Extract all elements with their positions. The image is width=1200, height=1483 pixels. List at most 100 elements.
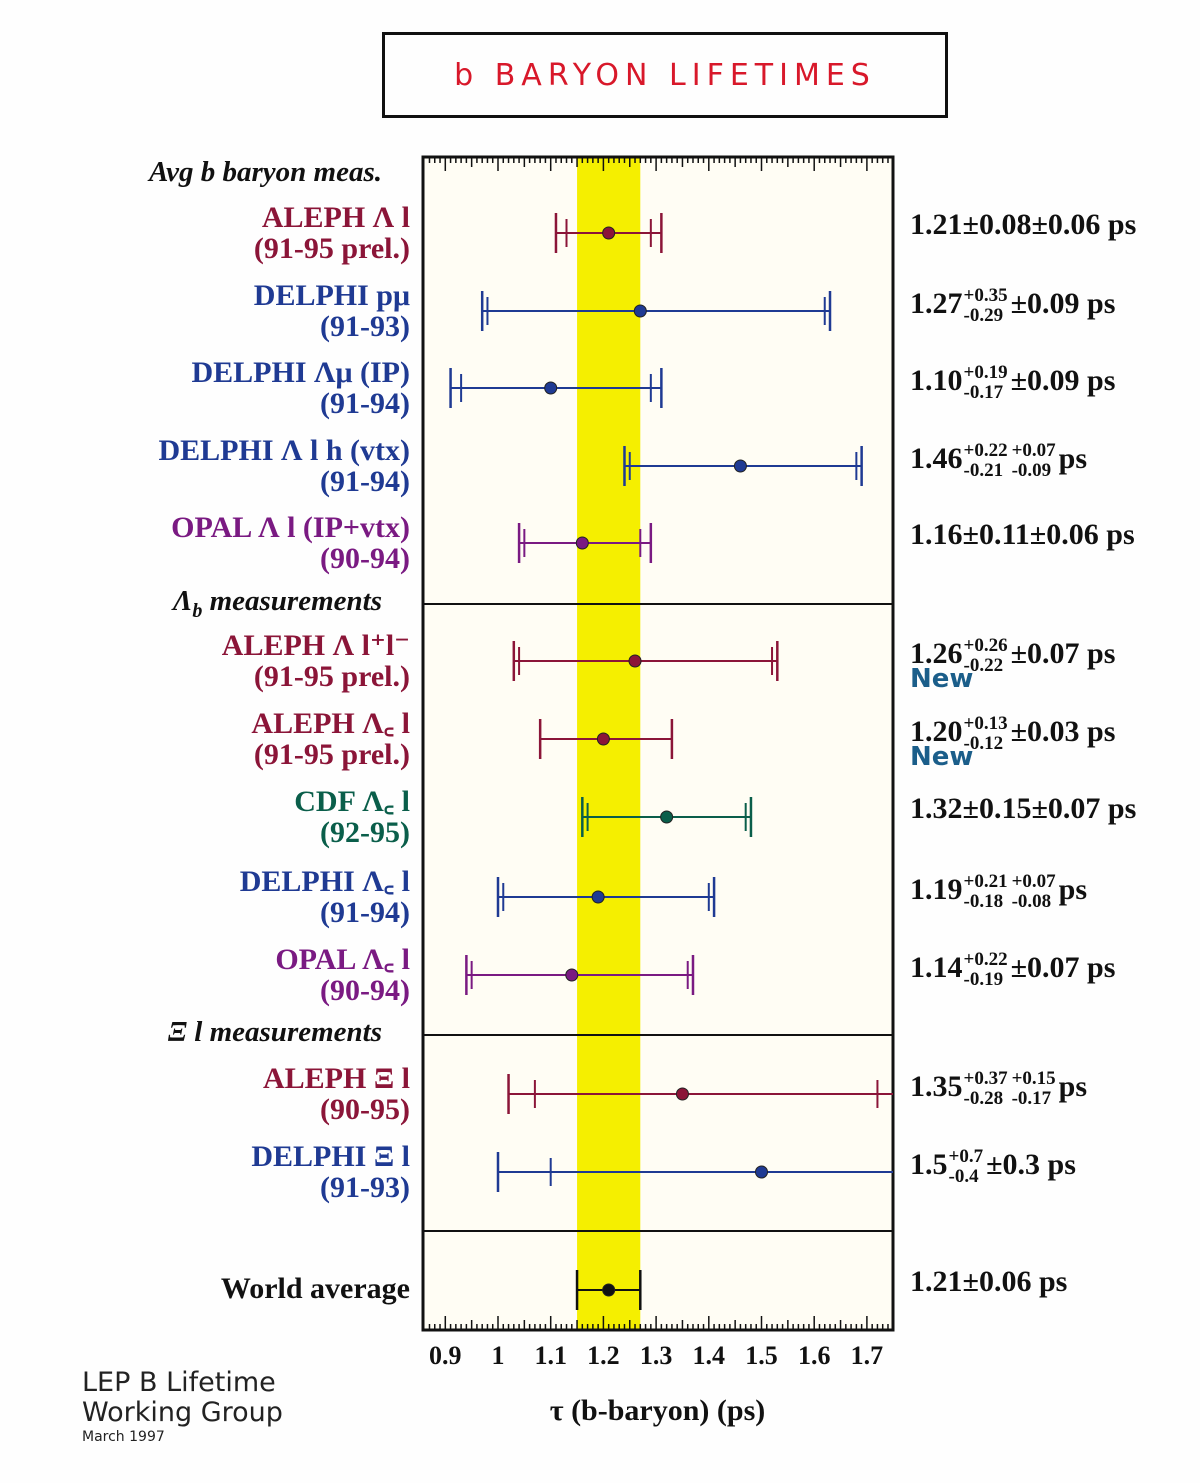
data-point [628, 654, 642, 668]
measurement-label: ALEPH Ξ l (90-95) [0, 1063, 410, 1125]
measurement-label: OPAL Λ꜀ l (90-94) [0, 944, 410, 1006]
value-stat-error: +0.37 -0.28 [963, 1068, 1008, 1109]
experiment-period: (91-95 prel.) [253, 660, 410, 693]
data-point [596, 732, 610, 746]
value-central: 1.20 [910, 714, 963, 748]
value-central: 1.21±0.06 ps [910, 1265, 1068, 1298]
experiment-period: (91-94) [320, 896, 410, 929]
average-band [577, 157, 641, 1330]
experiment-name: DELPHI Ξ l [251, 1140, 410, 1173]
value-syst-error: +0.15 -0.17 [1011, 1068, 1056, 1109]
value-stat-error: +0.7 -0.4 [948, 1146, 984, 1187]
measurement-value: 1.20 +0.13 -0.12 ±0.03 ps [910, 714, 1115, 754]
value-tail: ±0.3 ps [986, 1147, 1076, 1181]
measurement-value: 1.32±0.15±0.07 ps [910, 792, 1136, 826]
measurement-value: 1.19 +0.21 -0.18 +0.07 -0.08 ps [910, 872, 1087, 912]
value-syst-error: +0.07 -0.08 [1011, 871, 1056, 912]
value-tail: ±0.09 ps [1010, 363, 1116, 397]
value-central: 1.21±0.08±0.06 ps [910, 208, 1137, 241]
value-stat-error: +0.26 -0.22 [963, 635, 1008, 676]
value-syst-error: +0.07 -0.09 [1011, 440, 1056, 481]
measurement-label: DELPHI Λ l h (vtx) (91-94) [0, 435, 410, 497]
measurement-label: CDF Λ꜀ l (92-95) [0, 786, 410, 848]
section-header: Avg b baryon meas. [0, 156, 382, 189]
experiment-name: World average [220, 1272, 410, 1305]
measurement-label: OPAL Λ l (IP+vtx) (90-94) [0, 512, 410, 574]
experiment-period: (92-95) [320, 816, 410, 849]
data-point [675, 1087, 689, 1101]
x-tick-label: 1.4 [693, 1341, 726, 1370]
measurement-label: DELPHI Λ꜀ l (91-94) [0, 866, 410, 928]
experiment-period: (91-95 prel.) [253, 738, 410, 771]
experiment-period: (91-94) [320, 465, 410, 498]
measurement-label: World average [0, 1273, 410, 1304]
data-point [602, 1283, 616, 1297]
experiment-name: ALEPH Λ l⁺l⁻ [221, 629, 410, 662]
value-central: 1.26 [910, 636, 963, 670]
measurement-label: DELPHI pμ (91-93) [0, 280, 410, 342]
value-tail: ps [1058, 872, 1088, 906]
data-point [660, 810, 674, 824]
x-tick-label: 1.3 [640, 1341, 673, 1370]
value-tail: ±0.09 ps [1010, 286, 1116, 320]
value-central: 1.19 [910, 872, 963, 906]
new-badge: New [910, 664, 974, 694]
experiment-name: ALEPH Ξ l [263, 1062, 410, 1095]
data-point [565, 968, 579, 982]
measurement-value: 1.14 +0.22 -0.19 ±0.07 ps [910, 950, 1115, 990]
value-stat-error: +0.22 -0.21 [963, 440, 1008, 481]
x-tick-label: 1.2 [587, 1341, 620, 1370]
measurement-value: 1.27 +0.35 -0.29 ±0.09 ps [910, 286, 1115, 326]
value-stat-error: +0.21 -0.18 [963, 871, 1008, 912]
value-stat-error: +0.19 -0.17 [963, 362, 1008, 403]
value-stat-error: +0.13 -0.12 [963, 713, 1008, 754]
experiment-name: DELPHI Λ l h (vtx) [158, 434, 410, 467]
value-central: 1.10 [910, 363, 963, 397]
experiment-name: DELPHI pμ [253, 279, 410, 312]
plot-frame [421, 155, 895, 1332]
measurement-value: 1.10 +0.19 -0.17 ±0.09 ps [910, 363, 1115, 403]
section-header-sub: b [192, 599, 203, 622]
new-badge: New [910, 742, 974, 772]
value-central: 1.32±0.15±0.07 ps [910, 792, 1137, 825]
value-stat-error: +0.22 -0.19 [963, 949, 1008, 990]
data-point [575, 536, 589, 550]
x-tick-label: 1.6 [798, 1341, 831, 1370]
experiment-period: (91-93) [320, 1171, 410, 1204]
measurement-value: 1.5 +0.7 -0.4 ±0.3 ps [910, 1147, 1076, 1187]
experiment-period: (91-93) [320, 310, 410, 343]
experiment-period: (90-94) [320, 974, 410, 1007]
value-central: 1.35 [910, 1069, 963, 1103]
measurement-value: 1.26 +0.26 -0.22 ±0.07 ps [910, 636, 1115, 676]
measurement-value: 1.21±0.06 ps [910, 1265, 1067, 1299]
data-point [544, 381, 558, 395]
section-header: Ξ l measurements [0, 1016, 382, 1049]
value-central: 1.5 [910, 1147, 948, 1181]
plot-area [423, 157, 893, 1330]
section-header-rest: measurements [202, 585, 382, 617]
experiment-name: DELPHI Λ꜀ l [239, 865, 410, 898]
section-header: Λb measurements [0, 585, 382, 623]
experiment-period: (90-94) [320, 542, 410, 575]
data-point [602, 226, 616, 240]
measurement-label: ALEPH Λ l⁺l⁻ (91-95 prel.) [0, 630, 410, 692]
value-central: 1.16±0.11±0.06 ps [910, 518, 1135, 551]
measurement-value: 1.46 +0.22 -0.21 +0.07 -0.09 ps [910, 441, 1087, 481]
value-central: 1.27 [910, 286, 963, 320]
title-box: b BARYON LIFETIMES [382, 32, 948, 118]
section-header-text: Ξ l measurements [167, 1016, 382, 1048]
measurement-label: DELPHI Ξ l (91-93) [0, 1141, 410, 1203]
measurement-label: DELPHI Λμ (IP) (91-94) [0, 357, 410, 419]
measurement-value: 1.35 +0.37 -0.28 +0.15 -0.17 ps [910, 1069, 1087, 1109]
x-axis-title: τ (b-baryon) (ps) [549, 1394, 766, 1427]
x-tick-label: 1.7 [851, 1341, 884, 1370]
experiment-name: ALEPH Λ l [261, 201, 410, 234]
footer-line2: Working Group [82, 1397, 283, 1428]
value-tail: ps [1058, 441, 1088, 475]
measurement-label: ALEPH Λ l (91-95 prel.) [0, 202, 410, 264]
data-point [733, 459, 747, 473]
value-central: 1.46 [910, 441, 963, 475]
value-central: 1.14 [910, 950, 963, 984]
data-point [591, 890, 605, 904]
